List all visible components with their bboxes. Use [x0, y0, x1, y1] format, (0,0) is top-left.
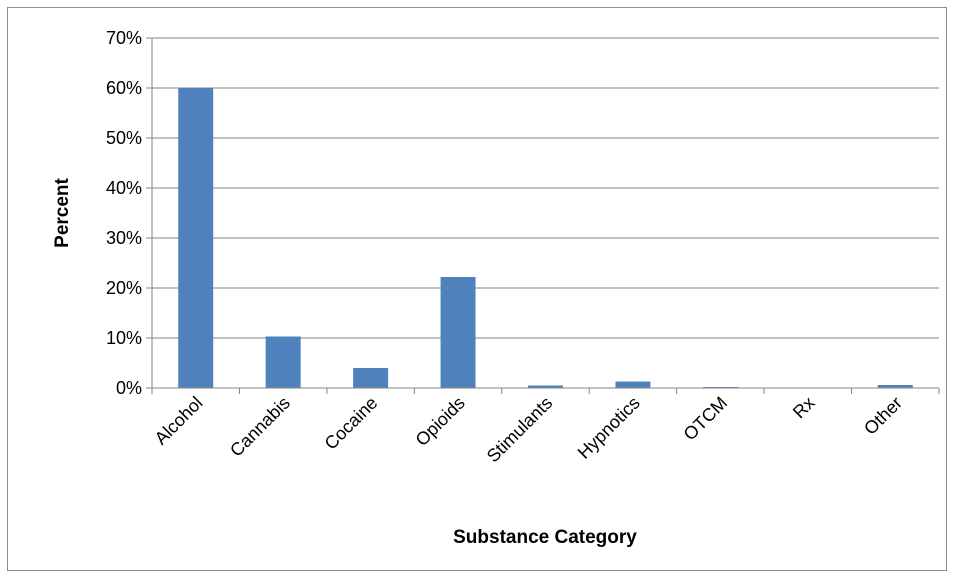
- y-tick-label: 60%: [106, 78, 142, 98]
- bar-hypnotics: [615, 381, 651, 388]
- y-tick-label: 30%: [106, 228, 142, 248]
- x-tick-label: Rx: [789, 393, 819, 423]
- y-tick-label: 20%: [106, 278, 142, 298]
- y-axis-title: Percent: [52, 177, 73, 247]
- y-tick-label: 50%: [106, 128, 142, 148]
- bar-cocaine: [353, 368, 389, 388]
- x-axis-title: Substance Category: [453, 527, 637, 548]
- axes: [146, 37, 940, 394]
- y-tick-label: 0%: [116, 378, 142, 398]
- gridlines: [152, 37, 939, 339]
- x-tick-label: Stimulants: [483, 393, 557, 467]
- x-tick-label: Cocaine: [321, 393, 382, 454]
- y-tick-labels: 0% 10% 20% 30% 40% 50% 60% 70%: [106, 28, 142, 398]
- bar-alcohol: [178, 88, 214, 388]
- bar-opioids: [440, 277, 476, 388]
- x-tick-label: Alcohol: [151, 393, 207, 449]
- x-tick-labels: Alcohol Cannabis Cocaine Opioids Stimulants H…: [151, 393, 906, 467]
- bar-other: [877, 385, 913, 388]
- bar-cannabis: [265, 336, 301, 388]
- x-tick-label: Hypnotics: [574, 393, 644, 463]
- bar-stimulants: [528, 385, 563, 388]
- x-tick-label: Opioids: [412, 393, 469, 450]
- y-tick-label: 70%: [106, 28, 142, 48]
- x-tick-label: Other: [860, 393, 906, 439]
- x-tick-label: Cannabis: [226, 393, 294, 461]
- y-tick-label: 10%: [106, 328, 142, 348]
- chart-frame: [7, 7, 947, 571]
- y-tick-label: 40%: [106, 178, 142, 198]
- x-tick-label: OTCM: [680, 393, 732, 445]
